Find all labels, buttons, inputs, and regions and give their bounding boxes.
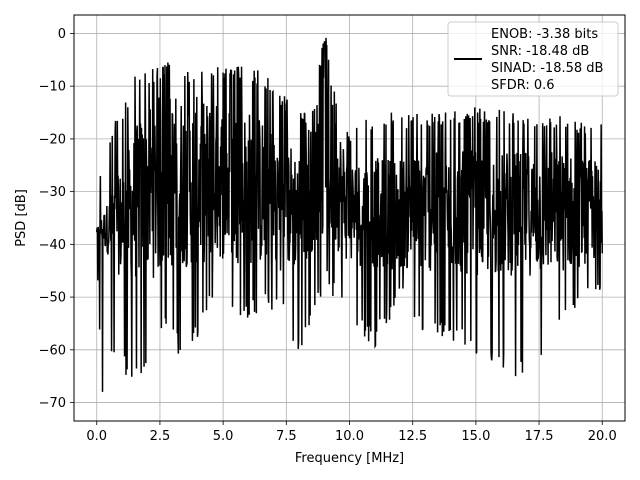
x-tick-label: 17.5 (525, 429, 554, 444)
x-tick-label: 10.0 (335, 429, 364, 444)
y-tick-label: 0 (58, 27, 66, 42)
y-tick-label: −50 (39, 291, 66, 306)
x-tick-label: 12.5 (398, 429, 427, 444)
legend-box (447, 21, 619, 97)
legend-snr: SNR: -18.48 dB (491, 44, 589, 59)
x-tick-label: 5.0 (213, 429, 234, 444)
x-tick-label: 20.0 (588, 429, 617, 444)
y-axis-ticks: 0 −10 −20 −30 −40 −50 −60 −70 (39, 27, 74, 411)
x-tick-label: 7.5 (276, 429, 297, 444)
y-tick-label: −10 (39, 80, 66, 95)
x-tick-label: 0.0 (86, 429, 107, 444)
y-tick-label: −40 (39, 238, 66, 253)
x-tick-label: 2.5 (150, 429, 171, 444)
psd-line (96, 37, 603, 392)
y-tick-label: −70 (39, 396, 66, 411)
legend-enob: ENOB: -3.38 bits (491, 27, 598, 42)
y-axis-label: PSD [dB] (14, 189, 29, 247)
legend-sinad: SINAD: -18.58 dB (491, 61, 603, 76)
x-axis-label: Frequency [MHz] (295, 451, 404, 466)
legend-sfdr: SFDR: 0.6 (491, 78, 555, 93)
y-tick-label: −20 (39, 132, 66, 147)
y-tick-label: −60 (39, 343, 66, 358)
x-tick-label: 15.0 (461, 429, 490, 444)
x-axis-ticks: 0.0 2.5 5.0 7.5 10.0 12.5 15.0 17.5 20.0 (86, 421, 617, 444)
y-tick-label: −30 (39, 185, 66, 200)
legend: ENOB: -3.38 bits SNR: -18.48 dB SINAD: -… (447, 21, 619, 97)
psd-series (96, 37, 603, 392)
